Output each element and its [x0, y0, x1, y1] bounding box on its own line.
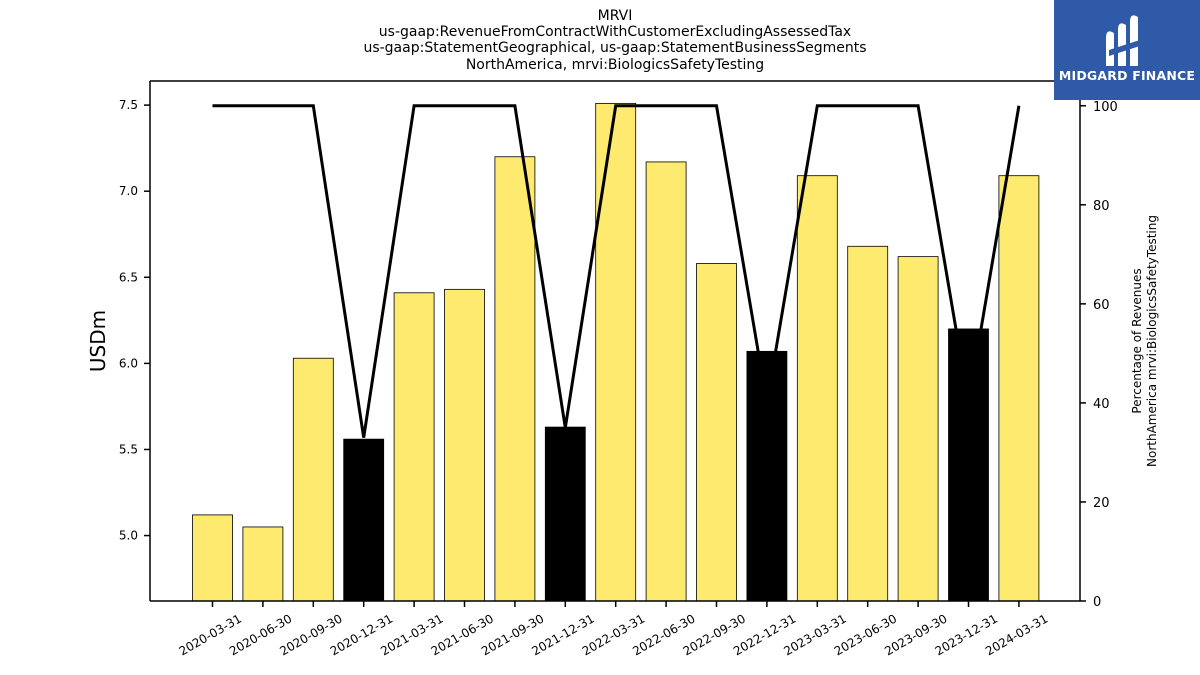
bar-2020-09-30 — [292, 357, 334, 602]
y-tick-label: 7.5 — [119, 98, 138, 112]
bar-2024-03-31 — [998, 175, 1040, 602]
y2-tick-label: 40 — [1093, 397, 1110, 412]
y2-tick-label: 100 — [1093, 100, 1118, 115]
y-tick-label: 5.5 — [119, 442, 138, 456]
bar-2021-06-30 — [444, 288, 485, 602]
y2-tick-label: 0 — [1093, 595, 1101, 610]
bar-2022-06-30 — [645, 161, 687, 602]
bar-2020-03-31 — [192, 514, 233, 602]
y-tick-label: 7.0 — [119, 184, 138, 198]
bar-2023-06-30 — [847, 245, 889, 602]
title-line-3: us-gaap:StatementGeographical, us-gaap:S… — [363, 40, 866, 56]
y2-axis-label-line-2: NorthAmerica mrvi:BiologicsSafetyTesting — [1145, 215, 1159, 467]
y-tick-label: 6.5 — [119, 270, 138, 284]
y2-tick-label: 80 — [1093, 199, 1110, 214]
bar-2020-06-30 — [242, 526, 284, 602]
y-tick-label: 5.0 — [119, 529, 138, 543]
bar-2022-09-30 — [696, 263, 737, 602]
bar-2023-03-31 — [796, 175, 838, 602]
y-axis-label: USDm — [86, 310, 110, 372]
bars-group — [192, 102, 1040, 602]
bar-2021-12-31 — [544, 426, 586, 602]
bar-2022-03-31 — [595, 102, 637, 602]
bar-2020-12-31 — [343, 438, 385, 602]
title-line-1: MRVI — [598, 8, 633, 24]
bar-2022-12-31 — [746, 350, 788, 602]
y2-axis-label-line-1: Percentage of Revenues — [1130, 268, 1144, 413]
percentage-line — [212, 104, 1021, 438]
logo-icon — [1054, 0, 1200, 100]
title-line-2: us-gaap:RevenueFromContractWithCustomerE… — [379, 24, 851, 40]
line-group — [212, 104, 1021, 438]
bar-2021-09-30 — [494, 156, 536, 602]
bar-2021-03-31 — [393, 292, 435, 602]
bar-2023-12-31 — [948, 328, 989, 602]
y2-tick-label: 60 — [1093, 298, 1110, 313]
logo-text: MIDGARD FINANCE — [1058, 68, 1196, 83]
y2-tick-label: 20 — [1093, 496, 1110, 511]
midgard-finance-logo: MIDGARD FINANCE — [1054, 0, 1200, 100]
title-line-4: NorthAmerica, mrvi:BiologicsSafetyTestin… — [466, 57, 764, 73]
y-tick-label: 6.0 — [119, 356, 138, 370]
bar-2023-09-30 — [897, 256, 939, 602]
chart-title: MRVI us-gaap:RevenueFromContractWithCust… — [363, 8, 866, 73]
